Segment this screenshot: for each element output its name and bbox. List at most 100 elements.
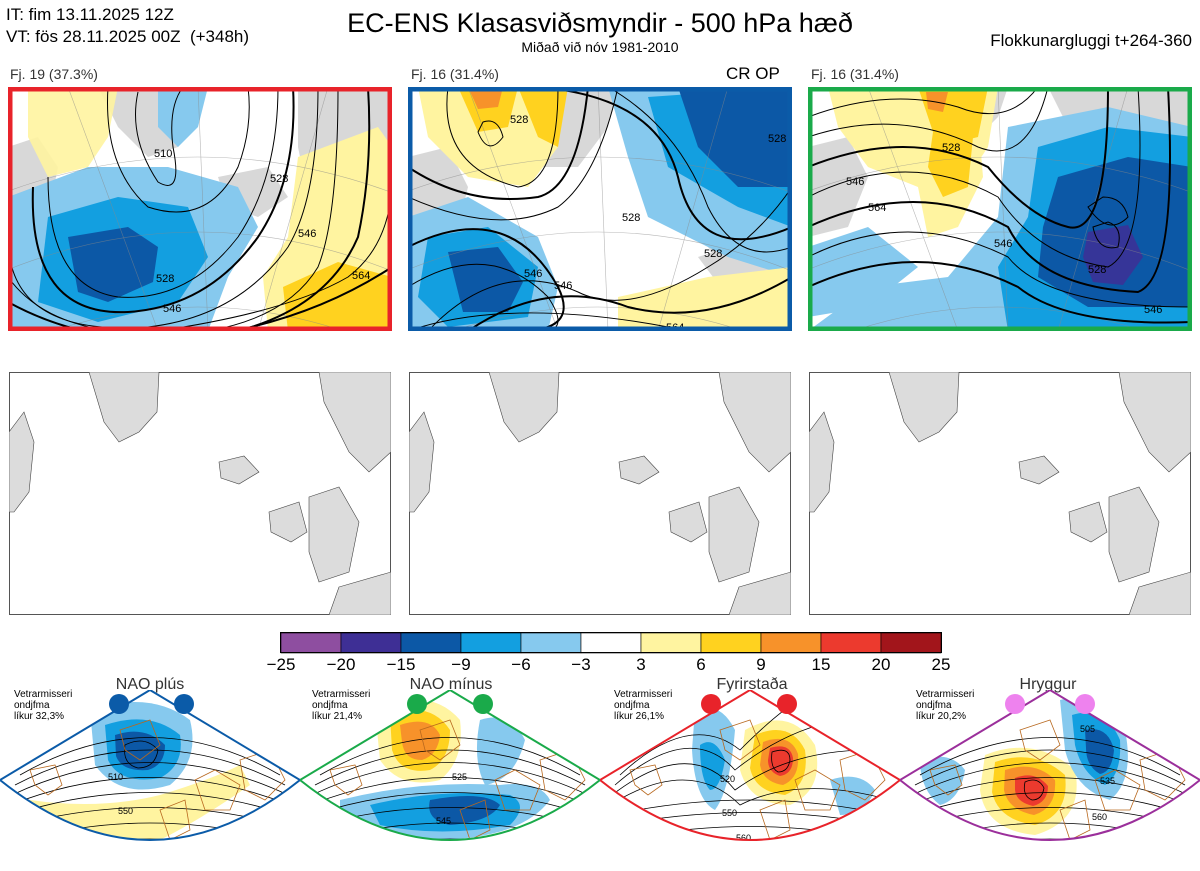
colorbar-swatch [700,632,762,654]
cluster-1-label: Fj. 19 (37.3%) [10,66,98,82]
cluster-2-label: Fj. 16 (31.4%) [411,66,499,82]
cluster-2-map: 528 528 528 546 546 528 564 [408,87,792,331]
contour-label: 546 [1144,304,1162,316]
cluster-3-map: 528 546 564 546 528 546 [808,87,1192,331]
cluster-1-map: 510 528 528 546 546 564 [8,87,392,331]
colorbar-tick-label: 25 [931,655,951,674]
cluster-3-label: Fj. 16 (31.4%) [811,66,899,82]
colorbar-swatch [880,632,942,654]
contour-label: 546 [163,303,181,315]
contour-label: 546 [554,280,572,292]
contour-label: 565 [446,848,461,858]
regime-frame [300,690,600,841]
regime-1-title: NAO plús [115,676,185,693]
empty-map-3 [809,372,1191,615]
regime-2-note: Vetrarmisseri ondjfma líkur 21,4% [312,689,371,722]
land-mass [9,372,391,615]
contour-label: 528 [768,133,786,145]
contour-label: 546 [524,268,542,280]
colorbar-swatch [820,632,882,654]
contour-label: 510 [108,772,123,782]
colorbar-tick-label: 9 [756,655,766,674]
regime-1-map: 510 550 [0,690,300,841]
regime-dot [1075,694,1095,714]
header-info: IT: fim 13.11.2025 12Z VT: fös 28.11.202… [6,4,249,48]
contour-label: 528 [942,142,960,154]
colorbar-swatch [580,632,642,654]
contour-label: 550 [722,808,737,818]
colorbar-swatch [280,632,342,654]
contour-label: 564 [352,270,370,282]
regime-3-map: 520 550 560 [600,690,900,843]
page-title: EC-ENS Klasasviðsmyndir - 500 hPa hæð [347,8,853,38]
anomaly-colorbar [280,632,942,654]
colorbar-tick-label: −9 [451,655,471,674]
anomaly-field [8,87,392,331]
contour-label: 528 [270,173,288,185]
regime-frame [600,690,900,841]
colorbar-swatch [400,632,462,654]
height-contours [808,87,1192,324]
land-mass [409,372,791,615]
contour-label: 525 [452,772,467,782]
colorbar-tick-label: −3 [571,655,591,674]
cluster-window: Flokkunargluggi t+264-360 [990,31,1192,50]
colorbar-tick-label: −15 [386,655,416,674]
contour-label: 560 [736,833,751,843]
cluster-frame [408,87,792,331]
regime-2-map: 525 545 565 [300,690,600,858]
regime-3-title: Fyrirstaða [716,676,788,693]
contour-label: 528 [510,114,528,126]
contour-label: 564 [868,202,886,214]
regime-2-title: NAO mínus [409,676,493,693]
colorbar-swatch [520,632,582,654]
colorbar-swatch [640,632,702,654]
control-op-marker: CR OP [726,64,780,83]
contour-label: 546 [994,238,1012,250]
empty-map-1 [9,372,391,615]
contour-labels: 510 528 528 546 546 564 [154,148,370,315]
land-mass [809,372,1191,615]
cluster-frame [808,87,1192,331]
colorbar-swatch [760,632,822,654]
colorbar-tick-label: 6 [696,655,706,674]
colorbar-tick-label: 3 [636,655,646,674]
cluster-frame [8,87,392,331]
page-subtitle: Miðað við nóv 1981-2010 [521,39,679,55]
height-contours [408,87,792,331]
colorbar-swatch [340,632,402,654]
regime-dot [174,694,194,714]
regime-dot [473,694,493,714]
valid-time: VT: fös 28.11.2025 00Z (+348h) [6,27,250,46]
contour-label: 550 [118,806,133,816]
contour-label: 510 [154,148,172,160]
colorbar-tick-label: 20 [871,655,891,674]
contour-labels: 528 546 564 546 528 546 [846,142,1162,316]
contour-label: 546 [846,176,864,188]
graticule [408,87,792,331]
coastline [329,719,586,840]
regime-dot [701,694,721,714]
regime-4-note: Vetrarmisseri ondjfma líkur 20,2% [916,689,975,722]
regime-dot [109,694,129,714]
height-contours [8,87,392,331]
regime-3-note: Vetrarmisseri ondjfma líkur 26,1% [614,689,673,722]
contour-label: 560 [1092,812,1107,822]
colorbar-tick-label: −20 [326,655,356,674]
initial-time: IT: fim 13.11.2025 12Z [6,5,174,24]
regime-frame [0,690,300,841]
contour-label: 520 [720,774,735,784]
contour-label: 528 [622,212,640,224]
regime-4-map: 505 535 560 [900,690,1200,841]
regime-4-title: Hryggur [1019,676,1077,693]
contour-label: 528 [704,248,722,260]
colorbar-tick-label: −25 [266,655,296,674]
regime-frame [900,690,1200,841]
contour-label: 545 [436,816,451,826]
contour-label: 535 [1100,776,1115,786]
colorbar-tick-label: −6 [511,655,531,674]
contour-label: 528 [156,273,174,285]
empty-map-2 [409,372,791,615]
regime-1-note: Vetrarmisseri ondjfma líkur 32,3% [14,689,73,722]
contour-label: 528 [1088,264,1106,276]
